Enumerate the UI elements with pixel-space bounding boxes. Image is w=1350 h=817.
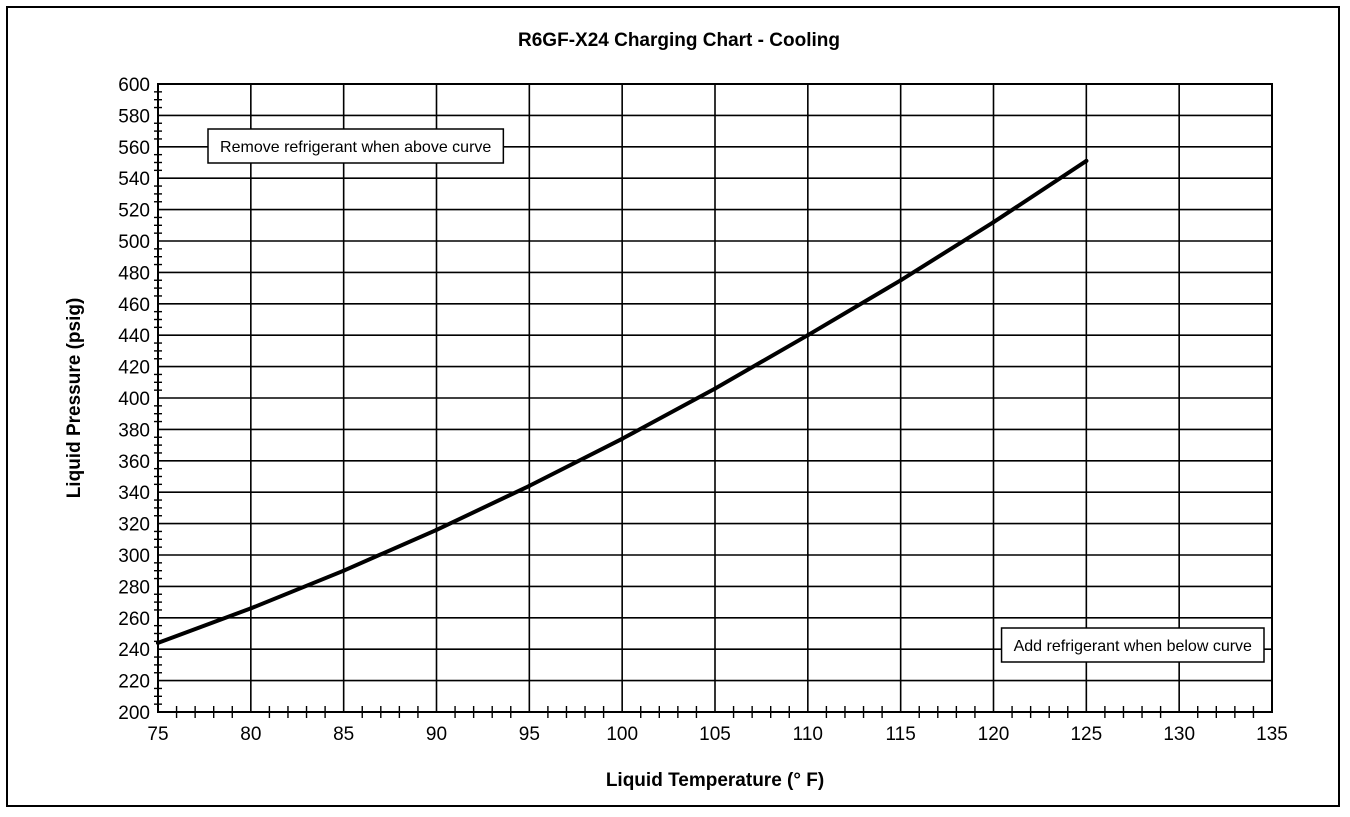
annotation-text: Remove refrigerant when above curve xyxy=(220,139,491,156)
x-tick-label: 95 xyxy=(519,724,540,745)
chart-title: R6GF-X24 Charging Chart - Cooling xyxy=(518,30,840,51)
data-point xyxy=(805,333,810,338)
y-axis-title: Liquid Pressure (psig) xyxy=(64,298,85,499)
annotation-box xyxy=(1000,627,1265,663)
x-tick-label: 85 xyxy=(333,724,354,745)
y-tick-label: 400 xyxy=(118,389,150,410)
y-tick-label: 260 xyxy=(118,609,150,630)
annotation-add-refrigerant: Add refrigerant when below curve xyxy=(1000,627,1265,663)
y-tick-label: 560 xyxy=(118,138,150,159)
y-tick-labels: 200 220 240 260 280 300 320 340 360 380 400 420 440 4… xyxy=(118,75,150,724)
y-tick-label: 380 xyxy=(118,420,150,441)
x-tick-label: 115 xyxy=(886,724,916,745)
x-tick-label: 105 xyxy=(699,724,731,745)
y-tick-label: 200 xyxy=(118,703,150,724)
x-tick-label: 130 xyxy=(1163,724,1195,745)
x-tick-label: 80 xyxy=(240,724,261,745)
y-tick-label: 520 xyxy=(118,201,150,222)
y-tick-label: 440 xyxy=(118,326,150,347)
y-tick-label: 220 xyxy=(118,672,150,693)
annotation-box xyxy=(207,128,505,164)
x-tick-label: 110 xyxy=(793,724,823,745)
y-tick-label: 360 xyxy=(118,452,150,473)
x-tick-labels: 75 80 85 90 95 100 105 110 115 120 125 130 135 xyxy=(147,724,1287,745)
charging-chart: R6GF-X24 Charging Chart - Cooling 75 80 85… xyxy=(64,30,1288,791)
y-tick-label: 500 xyxy=(118,232,150,253)
y-tick-label: 480 xyxy=(118,263,150,284)
annotation-remove-refrigerant: Remove refrigerant when above curve xyxy=(207,128,505,164)
data-point xyxy=(713,386,717,391)
y-tick-label: 420 xyxy=(118,358,150,379)
y-tick-label: 580 xyxy=(118,106,150,127)
annotation-text: Add refrigerant when below curve xyxy=(1014,638,1252,655)
x-tick-label: 100 xyxy=(606,724,638,745)
data-point xyxy=(527,483,532,488)
chart-frame: R6GF-X24 Charging Chart - Cooling 75 80 85… xyxy=(6,6,1340,807)
data-point xyxy=(434,527,439,532)
y-tick-label: 300 xyxy=(118,546,150,567)
x-tick-label: 135 xyxy=(1256,724,1288,745)
plot-area xyxy=(157,83,1273,713)
data-point xyxy=(1084,158,1089,163)
x-axis-title: Liquid Temperature (° F) xyxy=(606,770,824,791)
x-tick-label: 125 xyxy=(1070,724,1102,745)
data-point xyxy=(898,278,903,283)
series-layer xyxy=(156,158,1089,645)
data-point xyxy=(341,568,346,573)
x-tick-label: 90 xyxy=(426,724,447,745)
y-tick-label: 340 xyxy=(118,483,150,504)
data-point xyxy=(620,436,625,441)
y-tick-label: 540 xyxy=(118,169,150,190)
minor-ticks xyxy=(154,91,1255,718)
x-tick-label: 120 xyxy=(978,724,1010,745)
data-point xyxy=(248,606,253,611)
y-tick-label: 320 xyxy=(118,515,150,536)
y-tick-label: 280 xyxy=(118,577,150,598)
grid xyxy=(157,83,1273,713)
data-point xyxy=(991,220,996,225)
y-tick-label: 460 xyxy=(118,295,150,316)
y-tick-label: 600 xyxy=(118,75,150,96)
x-tick-label: 75 xyxy=(147,724,168,745)
y-tick-label: 240 xyxy=(118,640,150,661)
